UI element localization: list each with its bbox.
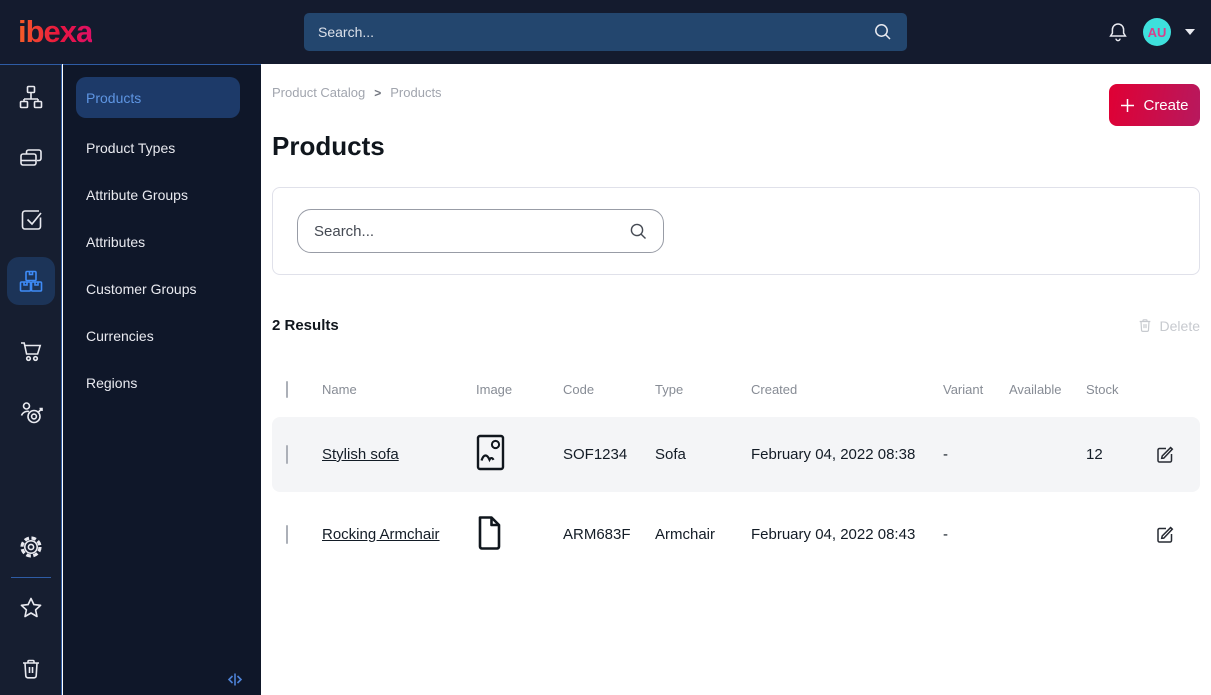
sidebar-item-trash[interactable]	[7, 645, 55, 693]
column-header-code: Code	[563, 381, 595, 397]
search-icon[interactable]	[873, 22, 893, 42]
product-link[interactable]: Rocking Armchair	[322, 526, 440, 543]
column-header-created: Created	[751, 381, 798, 397]
column-header-variant: Variant	[943, 381, 984, 397]
content-tree-icon	[18, 84, 44, 110]
main-content: Product Catalog > Products Create Produc…	[261, 64, 1211, 695]
filter-card	[272, 187, 1200, 275]
edit-button[interactable]	[1156, 445, 1175, 464]
edit-button[interactable]	[1156, 525, 1175, 544]
ibexa-logo: ibexa	[18, 14, 93, 49]
results-bar: 2 Results Delete	[272, 317, 1200, 334]
global-search[interactable]	[304, 13, 907, 51]
create-button-label: Create	[1143, 96, 1189, 114]
file-icon	[476, 515, 503, 551]
sidebar-item-content-tree[interactable]	[7, 73, 55, 121]
sidebar-item-pages[interactable]	[7, 133, 55, 181]
avatar[interactable]: AU	[1143, 18, 1171, 46]
column-header-image: Image	[476, 381, 513, 397]
table-body: Stylish sofa SOF1234 Sofa February 04, 2…	[272, 417, 1200, 572]
image-icon	[476, 434, 505, 471]
page-title: Products	[272, 131, 385, 161]
check-square-icon	[18, 206, 44, 232]
product-variant: -	[943, 446, 948, 463]
breadcrumb: Product Catalog > Products	[272, 85, 1200, 100]
breadcrumb-products[interactable]: Products	[390, 85, 442, 100]
trash-icon	[19, 657, 43, 681]
sidebar-item-commerce[interactable]	[7, 327, 55, 375]
search-icon[interactable]	[629, 222, 648, 241]
secondary-sidebar: Products Product Types Attribute Groups …	[63, 64, 261, 695]
table-row[interactable]: Rocking Armchair ARM683F Armchair Februa…	[272, 497, 1200, 572]
pages-icon	[18, 144, 44, 170]
top-bar: ibexa AU	[0, 0, 1211, 64]
sidebar-item-currencies[interactable]: Currencies	[86, 327, 154, 344]
product-link[interactable]: Stylish sofa	[322, 446, 399, 463]
topbar-right: AU	[1107, 0, 1195, 64]
notifications-bell-icon[interactable]	[1107, 20, 1129, 44]
column-header-name: Name	[322, 381, 357, 397]
shopping-cart-icon	[18, 338, 44, 364]
product-type: Sofa	[655, 446, 686, 463]
sidebar-item-settings[interactable]	[7, 523, 55, 571]
rail-divider	[11, 577, 51, 578]
product-code: SOF1234	[563, 446, 628, 463]
product-created: February 04, 2022 08:38	[751, 446, 916, 463]
product-type: Armchair	[655, 526, 716, 543]
chevron-down-icon[interactable]	[1185, 29, 1195, 35]
star-icon	[18, 595, 44, 621]
product-created: February 04, 2022 08:43	[751, 526, 916, 543]
row-checkbox[interactable]	[286, 525, 288, 544]
sidebar-item-product-catalog[interactable]	[6, 257, 55, 305]
filter-search-input[interactable]	[298, 222, 629, 240]
global-search-input[interactable]	[304, 24, 873, 40]
table-header: Name Image Code Type Created Variant Ava…	[272, 374, 1200, 404]
delete-button-label: Delete	[1159, 317, 1200, 334]
breadcrumb-product-catalog[interactable]: Product Catalog	[272, 85, 366, 100]
column-header-stock: Stock	[1086, 381, 1119, 397]
product-variant: -	[943, 526, 948, 543]
trash-icon	[1137, 317, 1153, 334]
column-header-available: Available	[1009, 381, 1062, 397]
sidebar-item-bookmarks[interactable]	[7, 584, 55, 632]
delete-button[interactable]: Delete	[1137, 317, 1200, 334]
sidebar-item-customer-groups[interactable]: Customer Groups	[86, 280, 197, 297]
sidebar-item-attribute-groups[interactable]: Attribute Groups	[86, 186, 188, 203]
sidebar-item-customers[interactable]	[7, 389, 55, 437]
collapse-sidebar-icon[interactable]	[226, 671, 244, 688]
create-button[interactable]: Create	[1109, 84, 1200, 126]
sidebar-item-regions[interactable]: Regions	[86, 374, 138, 391]
sidebar-item-attributes[interactable]: Attributes	[86, 233, 146, 250]
select-all-checkbox[interactable]	[286, 380, 288, 398]
sidebar-item-tasks[interactable]	[7, 195, 55, 243]
breadcrumb-separator: >	[374, 85, 382, 100]
results-count: 2 Results	[272, 317, 339, 334]
gear-icon	[18, 534, 44, 560]
sidebar-item-product-types[interactable]: Product Types	[86, 139, 176, 156]
sidebar-item-products[interactable]: Products	[76, 77, 240, 118]
customer-target-icon	[18, 400, 44, 426]
product-boxes-icon	[18, 268, 44, 294]
table-row[interactable]: Stylish sofa SOF1234 Sofa February 04, 2…	[272, 417, 1200, 492]
column-header-type: Type	[655, 381, 684, 397]
product-stock: 12	[1086, 446, 1103, 463]
row-checkbox[interactable]	[286, 445, 288, 464]
icon-rail	[0, 64, 62, 695]
plus-icon	[1120, 98, 1135, 113]
filter-search[interactable]	[297, 209, 664, 253]
product-code: ARM683F	[563, 526, 631, 543]
